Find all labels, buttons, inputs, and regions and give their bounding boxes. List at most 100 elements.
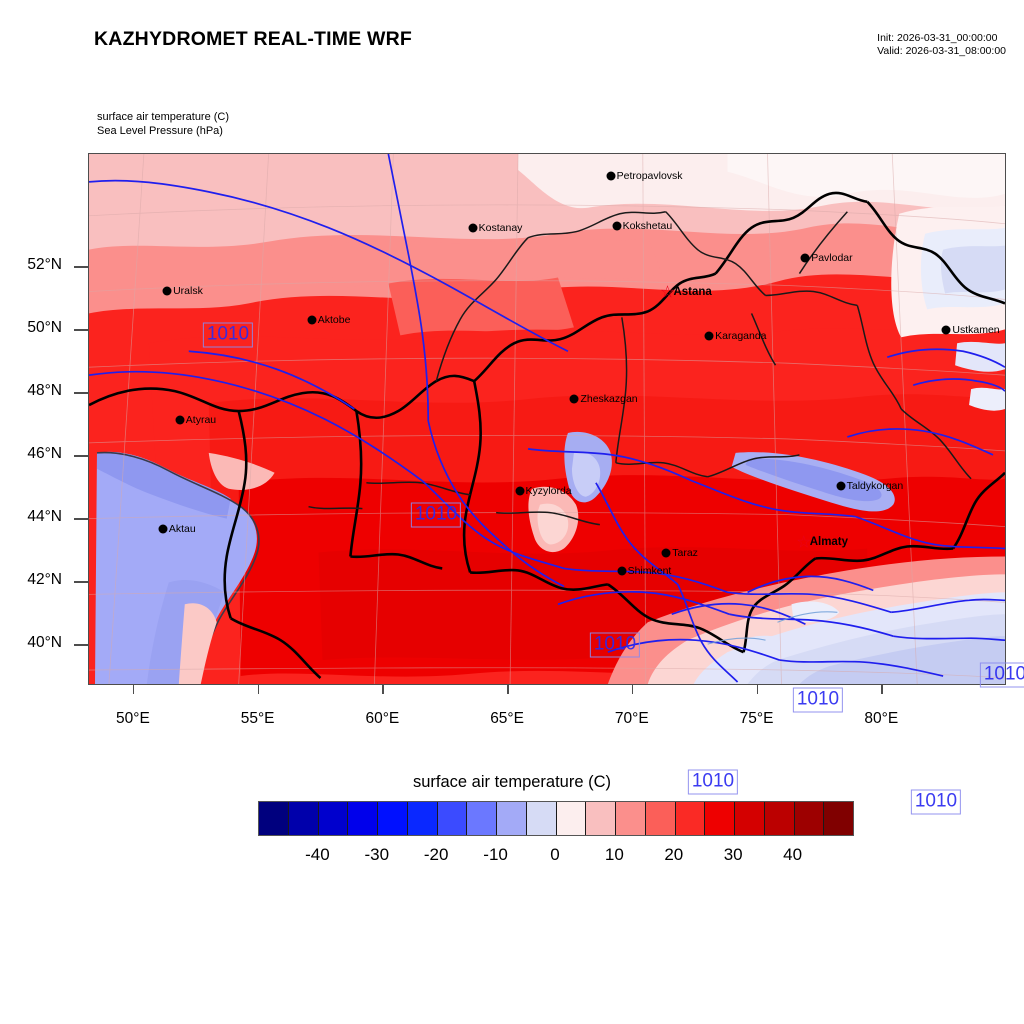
lon-tick-label: 60°E <box>365 710 400 727</box>
colorbar-tick-label: -20 <box>423 845 449 864</box>
map-plot-area <box>88 153 1006 685</box>
colorbar-swatch <box>764 802 795 835</box>
city-label: Atyrau <box>185 413 217 426</box>
colorbar-swatch <box>437 802 468 835</box>
city-marker <box>704 331 714 341</box>
lon-tick-mark <box>382 685 384 694</box>
city-marker <box>468 223 478 233</box>
city-label: Karaganda <box>715 329 767 342</box>
lat-tick-mark <box>74 581 88 583</box>
city-label: Shimkent <box>627 565 672 578</box>
city-label: Uralsk <box>173 284 203 297</box>
valid-time: Valid: 2026-03-31_08:00:00 <box>877 45 1006 57</box>
lon-tick-mark <box>507 685 509 694</box>
city-label: Kyzylorda <box>525 485 572 498</box>
lon-tick-label: 50°E <box>116 710 150 727</box>
city-label: Aktau <box>168 523 196 536</box>
city-marker <box>158 524 168 534</box>
colorbar-tick-label: -10 <box>483 845 508 864</box>
colorbar-swatch <box>318 802 349 835</box>
city-marker <box>515 486 525 496</box>
field-label-pressure: Sea Level Pressure (hPa) <box>97 125 223 137</box>
lat-tick-mark <box>74 266 88 268</box>
city-label: Pavlodar <box>811 251 853 264</box>
colorbar-swatch <box>616 802 646 835</box>
init-time: Init: 2026-03-31_00:00:00 <box>877 32 998 44</box>
city-label: Petropavlovsk <box>616 169 683 182</box>
city-marker <box>617 566 627 576</box>
city-marker <box>800 253 810 262</box>
lat-tick-label: 44°N <box>27 508 62 526</box>
lat-tick-mark <box>74 644 88 646</box>
capital-star-icon: ☆ <box>659 282 676 302</box>
colorbar-tick-label: 0 <box>550 845 560 864</box>
colorbar-swatch <box>378 802 408 835</box>
colorbar-swatch <box>348 802 378 835</box>
city-marker <box>941 325 951 335</box>
colorbar-swatch <box>497 802 527 835</box>
lat-tick-label: 48°N <box>27 382 62 400</box>
capital-star-icon: ☆ <box>796 532 812 552</box>
city-marker <box>569 394 579 404</box>
isobar-label: 1010 <box>589 632 641 658</box>
colorbar-swatch <box>526 802 557 835</box>
colorbar-tick-label: -30 <box>364 845 390 864</box>
field-label-temperature: surface air temperature (C) <box>97 111 230 123</box>
lon-tick-label: 80°E <box>864 710 899 727</box>
city-marker <box>612 221 622 231</box>
city-label: Ustkamen <box>952 324 1000 337</box>
lat-tick-label: 40°N <box>27 634 62 652</box>
page-title: KAZHYDROMET REAL-TIME WRF <box>94 28 413 50</box>
lon-tick-mark <box>631 685 634 694</box>
colorbar-tick-label: 20 <box>664 845 684 864</box>
colorbar-swatch <box>645 802 676 835</box>
colorbar-swatch <box>288 802 319 835</box>
colorbar-swatch <box>586 802 616 835</box>
run-info: Init: 2026-03-31_00:00:00 Valid: 2026-03… <box>877 32 1006 58</box>
colorbar-tick-label: 10 <box>604 845 624 864</box>
colorbar-swatch <box>794 802 825 835</box>
city-label: Taraz <box>672 546 698 559</box>
lon-tick-label: 55°E <box>240 710 275 727</box>
lon-tick-mark <box>132 685 135 694</box>
isobar-label: 1010 <box>910 789 962 815</box>
lon-tick-label: 75°E <box>739 710 774 727</box>
lon-tick-label: 65°E <box>490 710 524 727</box>
colorbar-swatch <box>824 802 853 835</box>
city-marker <box>661 548 671 558</box>
city-label: Zheskazgan <box>580 392 638 405</box>
lat-tick-label: 52°N <box>27 256 62 274</box>
lat-tick-label: 50°N <box>27 319 62 337</box>
lat-tick-mark <box>74 455 88 457</box>
colorbar-swatch <box>407 802 438 835</box>
isobar-label: 1010 <box>687 769 739 795</box>
city-marker <box>307 315 317 325</box>
lon-tick-mark <box>257 685 260 694</box>
lat-tick-mark <box>74 392 88 394</box>
field-labels: surface air temperature (C) Sea Level Pr… <box>97 110 229 138</box>
isobar-label: 1010 <box>410 502 462 528</box>
lon-tick-mark <box>756 685 759 694</box>
lat-tick-label: 46°N <box>27 445 62 463</box>
colorbar-tick-label: -40 <box>305 845 330 864</box>
colorbar-tick-label: 40 <box>783 845 803 864</box>
temperature-field <box>89 154 1005 684</box>
isobar-label: 1010 <box>979 662 1024 688</box>
city-label: Astana <box>673 286 712 299</box>
isobar-label: 1010 <box>202 322 254 348</box>
city-label: Almaty <box>809 536 849 549</box>
colorbar-swatch <box>675 802 706 835</box>
lon-tick-mark <box>881 685 883 694</box>
city-marker <box>175 415 185 425</box>
lat-tick-label: 42°N <box>27 571 62 589</box>
city-label: Kokshetau <box>622 220 673 233</box>
lat-tick-mark <box>74 329 88 331</box>
colorbar-swatch <box>556 802 587 835</box>
colorbar-title: surface air temperature (C) <box>412 773 612 791</box>
city-label: Kostanay <box>478 222 523 235</box>
city-marker <box>162 286 172 296</box>
colorbar-swatch <box>705 802 735 835</box>
city-label: Taldykorgan <box>846 480 904 493</box>
colorbar-tick-label: 30 <box>723 845 743 864</box>
city-label: Aktobe <box>317 314 351 327</box>
